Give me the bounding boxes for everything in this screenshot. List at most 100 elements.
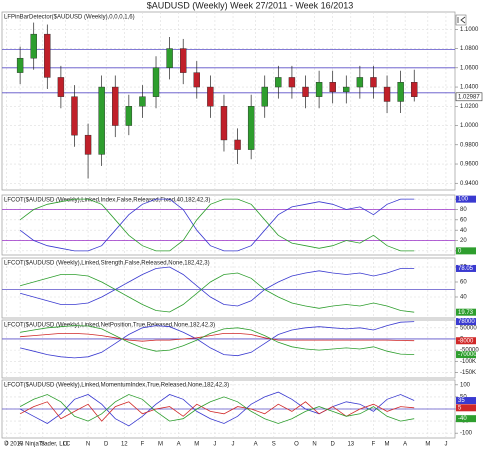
series-line: [19, 198, 415, 252]
x-tick-label: J: [444, 442, 447, 448]
y-tick-label: 1.0200: [460, 104, 479, 110]
x-tick-label: J: [232, 442, 235, 448]
candle-body: [193, 72, 200, 88]
candle-body: [139, 96, 146, 107]
y-tick-label: 1.1000: [460, 27, 479, 33]
panel-label: LFCOT($AUDUSD (Weekly),Linked,Index,Fals…: [4, 198, 210, 204]
x-tick-label: M: [194, 442, 199, 448]
value-label: 35: [458, 398, 465, 404]
zoom-icon[interactable]: [455, 14, 467, 26]
last-price-box: [455, 92, 483, 102]
x-tick-label: J: [5, 442, 8, 448]
y-tick-label: 1.0600: [460, 65, 479, 71]
y-tick-label: -50000: [460, 348, 479, 354]
series-line: [19, 272, 415, 313]
x-tick-label: M: [425, 442, 430, 448]
candle-body: [179, 48, 187, 73]
candle-body: [397, 82, 404, 102]
x-tick-label: N: [86, 442, 90, 448]
candle-body: [275, 77, 282, 88]
candle-body: [16, 57, 24, 73]
series-line: [20, 325, 415, 355]
y-tick-label: 0.9800: [460, 142, 479, 148]
y-tick-label: 1.0800: [460, 46, 479, 52]
candle-body: [125, 106, 133, 126]
y-tick-label: 0.9400: [460, 181, 479, 187]
last-price-label: 1.02987: [458, 94, 480, 100]
candle-body: [57, 77, 65, 97]
value-box: [456, 337, 476, 345]
candle-body: [411, 82, 418, 97]
footer: © 2013 NinjaTrader, LLC: [4, 441, 71, 448]
y-tick-label: 1.0400: [460, 85, 479, 91]
x-tick-label: D: [104, 442, 109, 448]
value-box: [456, 415, 476, 423]
y-tick-label: -150K: [460, 370, 476, 376]
y-tick-label: 0.9600: [460, 162, 479, 168]
candle-body: [343, 86, 350, 93]
series-line: [20, 321, 415, 359]
candle-body: [329, 82, 336, 93]
panel-frame: [1, 194, 456, 256]
y-tick-label: -100: [460, 431, 473, 437]
candle-body: [166, 48, 173, 69]
x-tick-label: A: [254, 442, 258, 448]
value-label: 5: [458, 405, 462, 411]
candle-body: [383, 86, 391, 102]
y-tick-label: 40: [460, 228, 467, 234]
candle-body: [315, 82, 323, 97]
panel-frame: [1, 257, 456, 319]
candle-body: [288, 77, 296, 88]
x-tick-label: J: [213, 442, 216, 448]
panel-frame: [1, 11, 456, 191]
x-tick-label: D: [331, 442, 336, 448]
candle-body: [261, 86, 268, 107]
value-label: -40: [458, 416, 467, 422]
panel-label: LFCOT($AUDUSD (Weekly),Linked,NetPositio…: [4, 323, 215, 329]
candle-body: [220, 106, 228, 141]
series-line: [19, 391, 415, 427]
y-tick-label: 20: [460, 238, 467, 244]
value-label: 78.05: [458, 266, 474, 272]
value-label: 19.73: [458, 310, 474, 316]
value-box: [456, 318, 476, 326]
series-line: [20, 333, 415, 342]
candle-body: [356, 77, 364, 88]
chart-title: $AUDUSD (Weekly) Week 27/2011 - Week 16/…: [147, 0, 353, 10]
y-tick-label: 60: [460, 217, 467, 223]
y-tick-label: 80: [460, 207, 467, 213]
candle-body: [112, 86, 119, 126]
x-tick-label: M: [385, 442, 390, 448]
candle-body: [302, 86, 309, 97]
candle-body: [44, 33, 51, 78]
panel-label: LFCOT($AUDUSD (Weekly),Linked,MomentumIn…: [4, 383, 229, 389]
candle-body: [30, 33, 37, 59]
value-box: [456, 247, 476, 255]
y-tick-label: 1.0000: [460, 123, 479, 129]
x-tick-label: N: [312, 442, 316, 448]
value-label: 78000: [458, 319, 475, 325]
x-tick-label: S: [272, 442, 276, 448]
candle-body: [234, 139, 241, 150]
x-tick-label: O: [63, 442, 68, 448]
series-line: [19, 198, 415, 252]
panel-label: LFCOT($AUDUSD (Weekly),Linked,Strength,F…: [4, 261, 210, 267]
series-line: [19, 394, 415, 424]
value-label: 0: [458, 248, 462, 254]
panel-frame: [1, 319, 456, 379]
value-box: [456, 308, 476, 316]
value-box: [456, 404, 476, 412]
x-tick-label: M: [158, 442, 163, 448]
x-tick-label: 13: [347, 442, 354, 448]
y-tick-label: 60: [460, 280, 467, 286]
value-box: [456, 264, 476, 272]
y-tick-label: 50000: [460, 325, 477, 331]
y-tick-label: 40: [460, 295, 467, 301]
value-label: -70000: [458, 352, 477, 358]
x-tick-label: F: [372, 442, 376, 448]
value-label: 100: [458, 197, 469, 203]
x-tick-label: A: [403, 442, 407, 448]
candle-body: [98, 86, 105, 155]
value-label: -8000: [458, 338, 474, 344]
